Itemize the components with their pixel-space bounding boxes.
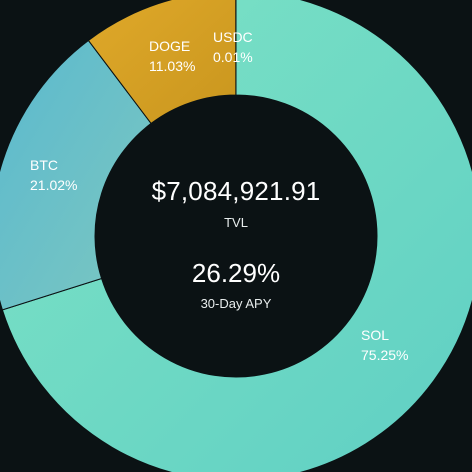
slice-label-usdc: USDC	[213, 29, 253, 45]
slice-value-doge: 11.03%	[149, 58, 195, 74]
slice-label-doge: DOGE	[149, 38, 190, 54]
donut-hole	[95, 95, 377, 377]
slice-value-btc: 21.02%	[30, 177, 77, 193]
slice-value-usdc: 0.01%	[213, 49, 253, 65]
tvl-value: $7,084,921.91	[151, 176, 321, 206]
slice-label-btc: BTC	[30, 157, 58, 173]
slice-label-sol: SOL	[361, 327, 389, 343]
apy-label: 30-Day APY	[200, 296, 272, 311]
tvl-label: TVL	[224, 215, 248, 230]
apy-value: 26.29%	[191, 258, 281, 288]
slice-labels: SOL 75.25% BTC 21.02% DOGE 11.03% USDC 0.01%	[30, 29, 408, 363]
slice-value-sol: 75.25%	[361, 347, 408, 363]
